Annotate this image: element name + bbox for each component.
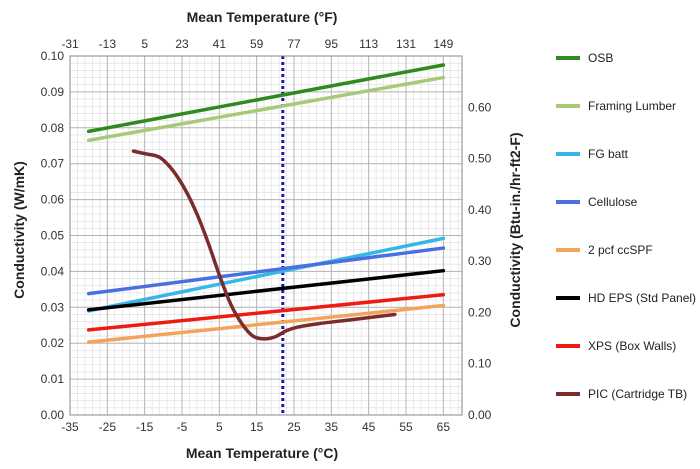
axes-layer: -35 -25 -15 -5 5 15 25 35 45 55 65 -31 -13 5 23 41 59 77 9… [41, 37, 492, 434]
x-tick-label: -15 [136, 420, 154, 434]
top-x-tick-label: 149 [433, 37, 453, 51]
y-tick-label: 0.00 [41, 408, 65, 422]
series-line-framing-lumber [86, 75, 446, 143]
x-tick-label: 15 [250, 420, 264, 434]
y-tick-label: 0.09 [41, 85, 65, 99]
top-x-tick-label: 41 [213, 37, 227, 51]
right-y-tick-label: 0.10 [468, 357, 492, 371]
y-tick-label: 0.05 [41, 229, 65, 243]
top-x-tick-label: 5 [141, 37, 148, 51]
x-tick-label: -25 [99, 420, 117, 434]
top-x-tick-label: 113 [359, 37, 378, 51]
series-layer [86, 63, 446, 344]
y-tick-label: 0.10 [41, 49, 65, 63]
y-tick-label: 0.06 [41, 193, 65, 207]
x-tick-label: 65 [437, 420, 451, 434]
series-line-hd-eps-std-panel [86, 268, 446, 312]
series-line-fg-batt [86, 236, 446, 313]
legend-label-hd-eps-std-panel: HD EPS (Std Panel) [588, 291, 696, 305]
legend-label-fg-batt: FG batt [588, 147, 629, 161]
y-axis-title: Conductivity (W/mK) [11, 161, 27, 299]
legend-label-xps-box-walls: XPS (Box Walls) [588, 339, 676, 353]
legend: OSB Framing Lumber FG batt Cellulose 2 pcf c… [556, 51, 696, 401]
y-tick-label: 0.02 [41, 336, 65, 350]
top-x-tick-label: -13 [99, 37, 117, 51]
x-tick-label: 35 [325, 420, 339, 434]
y-tick-label: 0.01 [41, 372, 65, 386]
series-line-pic-cartridge-tb [131, 149, 397, 341]
right-y-tick-label: 0.50 [468, 152, 492, 166]
series-line-osb [86, 63, 446, 134]
legend-label-2-pcf-ccspf: 2 pcf ccSPF [588, 243, 653, 257]
top-x-tick-label: 23 [175, 37, 189, 51]
top-x-tick-label: 131 [396, 37, 416, 51]
x-tick-label: -5 [177, 420, 188, 434]
x-tick-label: -35 [61, 420, 79, 434]
y-tick-label: 0.07 [41, 157, 65, 171]
right-y-tick-label: 0.30 [468, 254, 492, 268]
y-tick-label: 0.08 [41, 121, 65, 135]
x-tick-label: 5 [216, 420, 223, 434]
series-line-cellulose [86, 246, 446, 296]
right-y-tick-label: 0.20 [468, 305, 492, 319]
right-y-axis-title: Conductivity (Btu-in./hr-ft2-F) [507, 132, 523, 327]
y-tick-label: 0.04 [41, 264, 65, 278]
top-x-tick-label: -31 [61, 37, 79, 51]
top-x-axis-title: Mean Temperature (°F) [187, 9, 338, 25]
series-line-2-pcf-ccspf [86, 303, 446, 344]
series-line-xps-box-walls [86, 292, 446, 332]
x-tick-label: 55 [399, 420, 413, 434]
legend-label-pic-cartridge-tb: PIC (Cartridge TB) [588, 387, 687, 401]
plot-border [69, 55, 463, 416]
x-tick-label: 25 [287, 420, 301, 434]
right-y-tick-label: 0.40 [468, 203, 492, 217]
top-x-tick-label: 95 [325, 37, 339, 51]
legend-label-osb: OSB [588, 51, 613, 65]
y-tick-label: 0.03 [41, 300, 65, 314]
right-y-tick-label: 0.00 [468, 408, 492, 422]
top-x-tick-label: 77 [287, 37, 301, 51]
legend-label-framing-lumber: Framing Lumber [588, 99, 676, 113]
top-x-tick-label: 59 [250, 37, 264, 51]
legend-label-cellulose: Cellulose [588, 195, 638, 209]
x-tick-label: 45 [362, 420, 376, 434]
x-axis-title: Mean Temperature (°C) [186, 445, 338, 461]
right-y-tick-label: 0.60 [468, 100, 492, 114]
